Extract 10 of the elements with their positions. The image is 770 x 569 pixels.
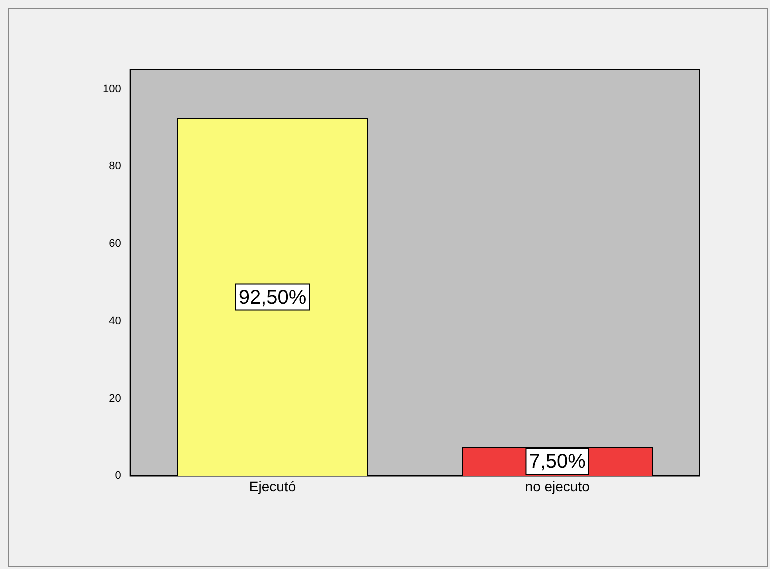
x-tick-label: no ejecuto bbox=[525, 478, 590, 494]
y-tick-label: 100 bbox=[102, 83, 122, 96]
data-label: 7,50% bbox=[529, 451, 586, 474]
y-tick-label: 20 bbox=[109, 392, 122, 405]
data-label: 92,50% bbox=[238, 286, 307, 309]
y-tick-label: 60 bbox=[109, 238, 122, 250]
y-tick-label: 80 bbox=[109, 160, 122, 173]
y-tick-label: 0 bbox=[115, 470, 122, 482]
y-tick-label: 40 bbox=[109, 315, 122, 328]
x-tick-label: Ejecutó bbox=[249, 478, 296, 494]
